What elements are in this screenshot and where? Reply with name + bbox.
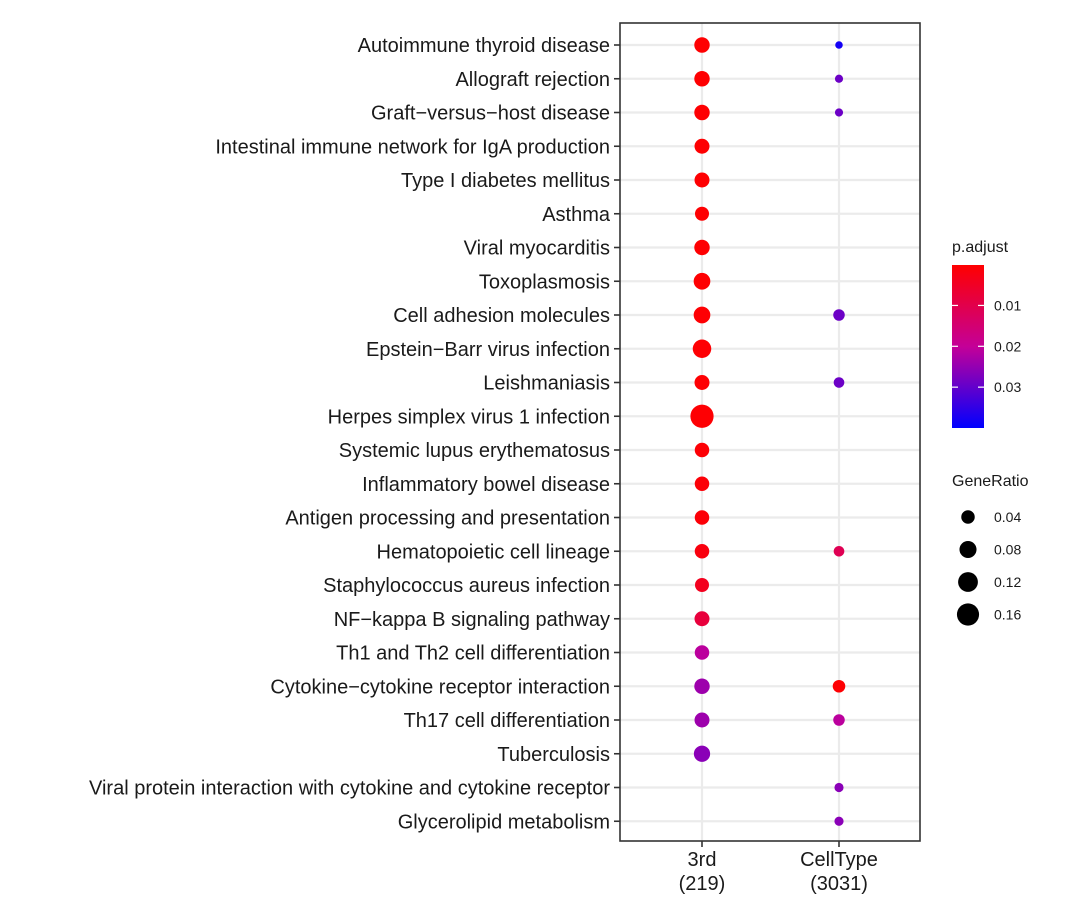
term-label-leishmaniasis: Leishmaniasis xyxy=(483,373,610,395)
p-adjust-legend: p.adjust 0.01 0.02 0.03 xyxy=(952,239,1021,428)
term-label-glycerolipid-metabolism: Glycerolipid metabolism xyxy=(398,811,610,833)
dot-th17-cell-differentiation-3rd xyxy=(694,712,710,728)
term-label-th17-cell-differentiation: Th17 cell differentiation xyxy=(404,710,610,732)
dot-viral-protein-interaction-with-cytokine-and-cytokine-receptor-celltype xyxy=(834,782,844,793)
dot-graft-versus-host-disease-celltype xyxy=(834,108,844,117)
term-label-type-i-diabetes-mellitus: Type I diabetes mellitus xyxy=(401,170,610,192)
dot-allograft-rejection-3rd xyxy=(694,71,710,87)
dot-antigen-processing-and-presentation-3rd xyxy=(694,510,710,525)
term-label-allograft-rejection: Allograft rejection xyxy=(455,69,610,91)
term-label-graft-versus-host-disease: Graft−versus−host disease xyxy=(371,103,610,125)
dot-tuberculosis-3rd xyxy=(693,745,711,762)
colorbar-tick-label: 0.02 xyxy=(994,338,1021,354)
dot-th17-cell-differentiation-celltype xyxy=(833,714,845,726)
dot-type-i-diabetes-mellitus-3rd xyxy=(694,172,710,188)
term-label-th1-and-th2-cell-differentiation: Th1 and Th2 cell differentiation xyxy=(336,643,610,665)
term-label-cytokine-cytokine-receptor-interaction: Cytokine−cytokine receptor interaction xyxy=(270,676,610,698)
gene-ratio-legend-title: GeneRatio xyxy=(952,473,1029,490)
colorbar-tick-label: 0.01 xyxy=(994,297,1021,313)
dot-nf-kappa-b-signaling-pathway-3rd xyxy=(694,611,710,627)
dot-allograft-rejection-celltype xyxy=(834,74,844,83)
term-label-hematopoietic-cell-lineage: Hematopoietic cell lineage xyxy=(377,541,610,563)
dots xyxy=(690,37,846,826)
axis-ticks xyxy=(614,44,840,847)
term-label-herpes-simplex-virus-1-infection: Herpes simplex virus 1 infection xyxy=(328,406,610,428)
dot-graft-versus-host-disease-3rd xyxy=(694,104,710,121)
term-label-autoimmune-thyroid-disease: Autoimmune thyroid disease xyxy=(358,35,610,57)
dot-systemic-lupus-erythematosus-3rd xyxy=(694,442,710,458)
grid-lines xyxy=(620,23,920,841)
dot-toxoplasmosis-3rd xyxy=(693,272,711,290)
p-adjust-legend-title: p.adjust xyxy=(952,239,1009,256)
size-key-dot xyxy=(959,540,977,559)
term-label-viral-myocarditis: Viral myocarditis xyxy=(464,238,610,260)
dot-intestinal-immune-network-for-iga-production-3rd xyxy=(694,138,710,154)
dot-viral-myocarditis-3rd xyxy=(694,239,710,256)
term-label-asthma: Asthma xyxy=(542,204,611,226)
colorbar-tick-label: 0.03 xyxy=(994,379,1021,395)
term-label-epstein-barr-virus-infection: Epstein−Barr virus infection xyxy=(366,339,610,361)
dot-leishmaniasis-celltype xyxy=(833,377,845,388)
dot-th1-and-th2-cell-differentiation-3rd xyxy=(694,645,710,660)
size-key-dot xyxy=(961,510,975,524)
x-label-celltype: CellType xyxy=(800,849,878,871)
dot-autoimmune-thyroid-disease-3rd xyxy=(694,37,710,53)
dot-hematopoietic-cell-lineage-3rd xyxy=(694,544,710,559)
dot-autoimmune-thyroid-disease-celltype xyxy=(835,41,843,49)
gene-ratio-legend: GeneRatio 0.04 0.08 0.12 0.16 xyxy=(952,473,1029,626)
dot-cell-adhesion-molecules-3rd xyxy=(693,306,711,324)
size-key-label: 0.04 xyxy=(994,509,1021,525)
dot-epstein-barr-virus-infection-3rd xyxy=(692,339,712,359)
term-label-nf-kappa-b-signaling-pathway: NF−kappa B signaling pathway xyxy=(334,609,610,631)
dot-glycerolipid-metabolism-celltype xyxy=(834,816,844,826)
term-label-cell-adhesion-molecules: Cell adhesion molecules xyxy=(393,305,610,327)
dot-cytokine-cytokine-receptor-interaction-celltype xyxy=(832,679,846,693)
size-key-label: 0.16 xyxy=(994,607,1021,623)
term-label-intestinal-immune-network-for-iga-production: Intestinal immune network for IgA produc… xyxy=(215,136,610,158)
dot-cell-adhesion-molecules-celltype xyxy=(833,309,845,321)
dot-leishmaniasis-3rd xyxy=(694,375,710,390)
x-count-3rd: (219) xyxy=(679,873,726,895)
term-label-toxoplasmosis: Toxoplasmosis xyxy=(479,271,610,293)
size-key-dot xyxy=(958,572,978,592)
plot-panel-border xyxy=(619,22,921,842)
x-count-celltype: (3031) xyxy=(810,873,868,895)
dot-staphylococcus-aureus-infection-3rd xyxy=(695,578,709,592)
x-axis-labels: 3rd(219) CellType(3031) xyxy=(679,849,878,895)
dot-hematopoietic-cell-lineage-celltype xyxy=(833,545,845,557)
term-label-inflammatory-bowel-disease: Inflammatory bowel disease xyxy=(362,474,610,496)
size-key-label: 0.08 xyxy=(994,542,1021,558)
dot-herpes-simplex-virus-1-infection-3rd xyxy=(690,404,714,428)
dot-asthma-3rd xyxy=(695,206,709,221)
term-label-viral-protein-interaction-with-cytokine-and-cytokine-receptor: Viral protein interaction with cytokine … xyxy=(89,778,610,800)
term-label-tuberculosis: Tuberculosis xyxy=(497,744,610,766)
y-axis-labels: Autoimmune thyroid disease Allograft reje… xyxy=(89,35,611,833)
term-label-systemic-lupus-erythematosus: Systemic lupus erythematosus xyxy=(339,440,610,462)
x-label-3rd: 3rd xyxy=(688,849,717,871)
dot-inflammatory-bowel-disease-3rd xyxy=(694,476,710,491)
dot-cytokine-cytokine-receptor-interaction-3rd xyxy=(694,678,710,694)
size-key-label: 0.12 xyxy=(994,574,1021,590)
term-label-antigen-processing-and-presentation: Antigen processing and presentation xyxy=(285,508,610,530)
size-key-dot xyxy=(956,603,980,626)
term-label-staphylococcus-aureus-infection: Staphylococcus aureus infection xyxy=(323,575,610,597)
